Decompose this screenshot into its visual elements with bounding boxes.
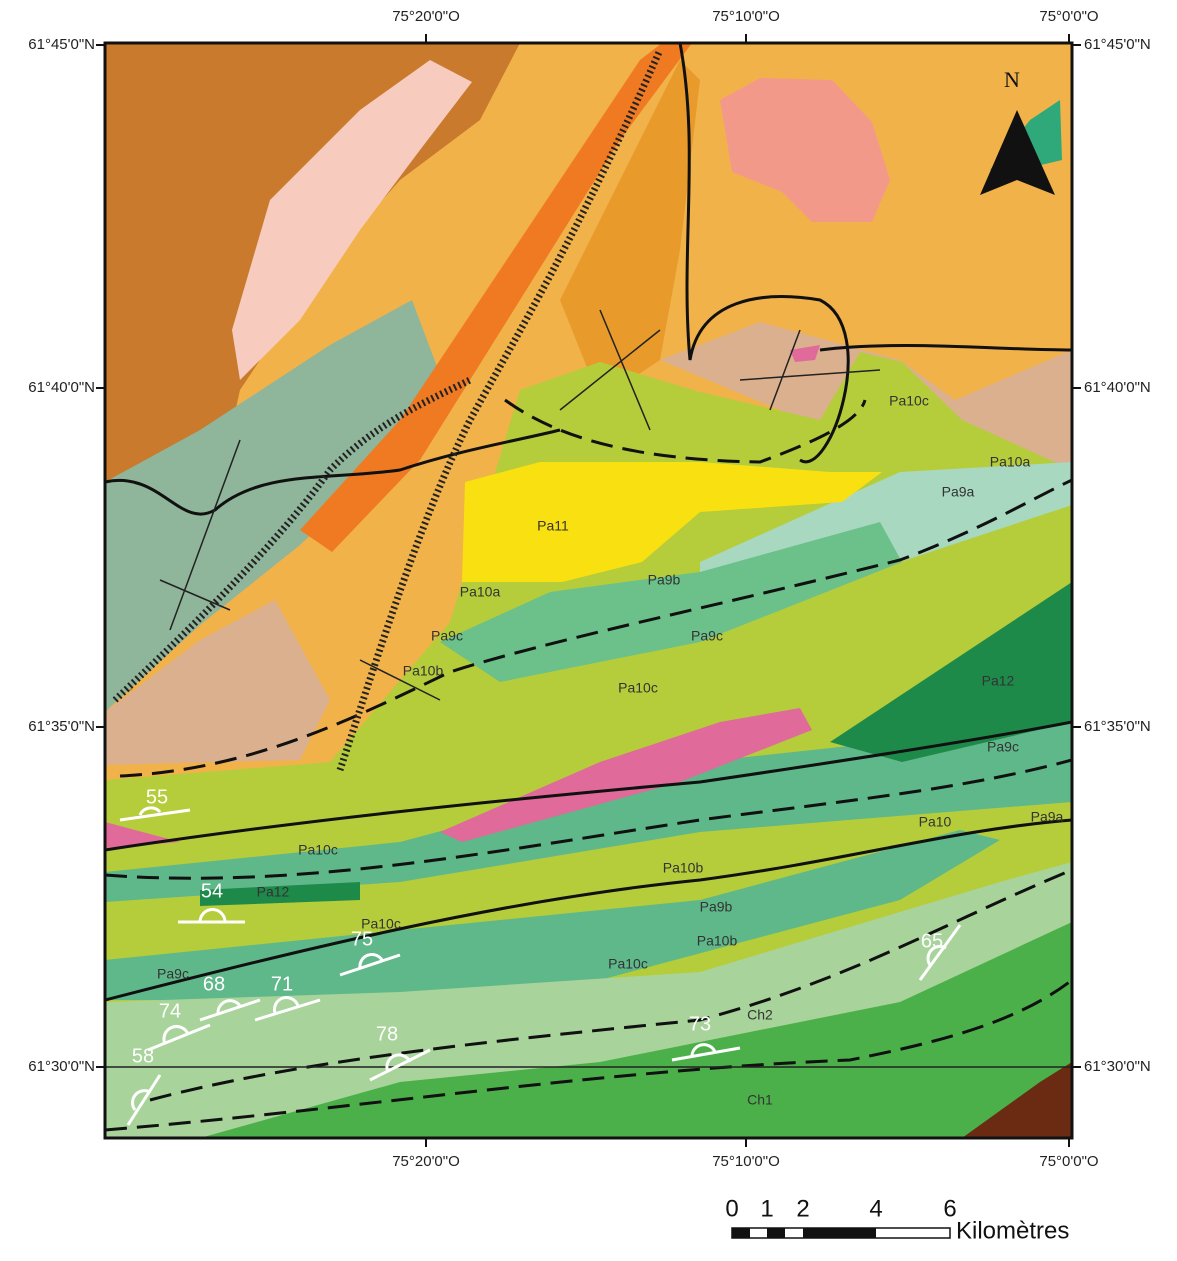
right-label: 61°30'0"N	[1084, 1058, 1151, 1075]
scale-tick-label: 1	[760, 1195, 773, 1222]
unit-label: Pa10c	[608, 956, 648, 972]
unit-label: Pa9c	[691, 628, 723, 644]
map-frame	[103, 41, 1074, 1140]
top-label: 75°10'0"O	[712, 8, 780, 25]
dip-value: 58	[132, 1045, 154, 1067]
unit-label: Pa9c	[431, 628, 463, 644]
scale-unit: Kilomètres	[956, 1217, 1069, 1244]
unit-label: Pa10c	[361, 916, 401, 932]
dip-value: 68	[203, 973, 225, 995]
north-arrow	[980, 110, 1055, 195]
unit-label: Pa10c	[889, 393, 929, 409]
unit-label: Pa10a	[460, 584, 501, 600]
scale-bar: 0 1 2 4 6 Kilomètres	[725, 1195, 1069, 1244]
unit-label: Pa10b	[697, 933, 738, 949]
strike-dip-symbols	[119, 806, 962, 1126]
unit-label: Pa10b	[663, 860, 704, 876]
scale-tick-label: 2	[796, 1195, 809, 1222]
top-label: 75°0'0"O	[1039, 8, 1098, 25]
right-label: 61°40'0"N	[1084, 379, 1151, 396]
unit-label: Pa12	[982, 673, 1015, 689]
unit-label: Pa9a	[942, 484, 975, 500]
unit-label: Pa9b	[700, 899, 733, 915]
map-body	[105, 43, 1072, 1138]
scale-tick-label: 4	[869, 1195, 882, 1222]
unit-label: Pa10	[919, 814, 952, 830]
unit-label: Pa9c	[987, 739, 1019, 755]
unit-label: Ch1	[747, 1092, 773, 1108]
right-label: 61°35'0"N	[1084, 718, 1151, 735]
dip-value: 75	[351, 928, 373, 950]
dip-value: 54	[201, 880, 223, 902]
scale-tick-label: 6	[943, 1195, 956, 1222]
dip-value: 78	[376, 1023, 398, 1045]
left-label: 61°35'0"N	[28, 718, 95, 735]
dip-value: 73	[689, 1013, 711, 1035]
coordinate-ticks	[96, 34, 1081, 1147]
left-label: 61°30'0"N	[28, 1058, 95, 1075]
unit-label: Pa9c	[157, 966, 189, 982]
dip-labels: 55 54 75 68 71 74 78 73 65 58	[132, 786, 943, 1067]
unit-label: Pa11	[537, 518, 569, 534]
dip-value: 65	[921, 930, 943, 952]
unit-label: Pa10b	[403, 663, 444, 679]
scale-tick-label: 0	[725, 1195, 738, 1222]
unit-label: Pa10a	[990, 454, 1031, 470]
bottom-label: 75°10'0"O	[712, 1153, 780, 1170]
unit-label: Ch2	[747, 1007, 773, 1023]
dip-value: 55	[146, 786, 168, 808]
bottom-label: 75°20'0"O	[392, 1153, 460, 1170]
dip-value: 74	[159, 1000, 181, 1022]
unit-label: Pa10c	[618, 680, 658, 696]
left-label: 61°40'0"N	[28, 379, 95, 396]
dip-value: 71	[271, 973, 293, 995]
right-label: 61°45'0"N	[1084, 36, 1151, 53]
coordinate-labels: 75°20'0"O 75°10'0"O 75°0'0"O 75°20'0"O 7…	[28, 8, 1150, 1170]
unit-label: Pa9a	[1031, 809, 1064, 825]
left-label: 61°45'0"N	[28, 36, 95, 53]
unit-label: Pa10c	[298, 842, 338, 858]
unit-label: Pa9b	[648, 572, 681, 588]
top-label: 75°20'0"O	[392, 8, 460, 25]
bottom-label: 75°0'0"O	[1039, 1153, 1098, 1170]
unit-label: Pa12	[257, 884, 290, 900]
north-label: N	[1004, 67, 1020, 92]
unit-labels: Pa11 Pa10a Pa9c Pa10b Pa9b Pa9c Pa10c Pa…	[157, 393, 1064, 1108]
